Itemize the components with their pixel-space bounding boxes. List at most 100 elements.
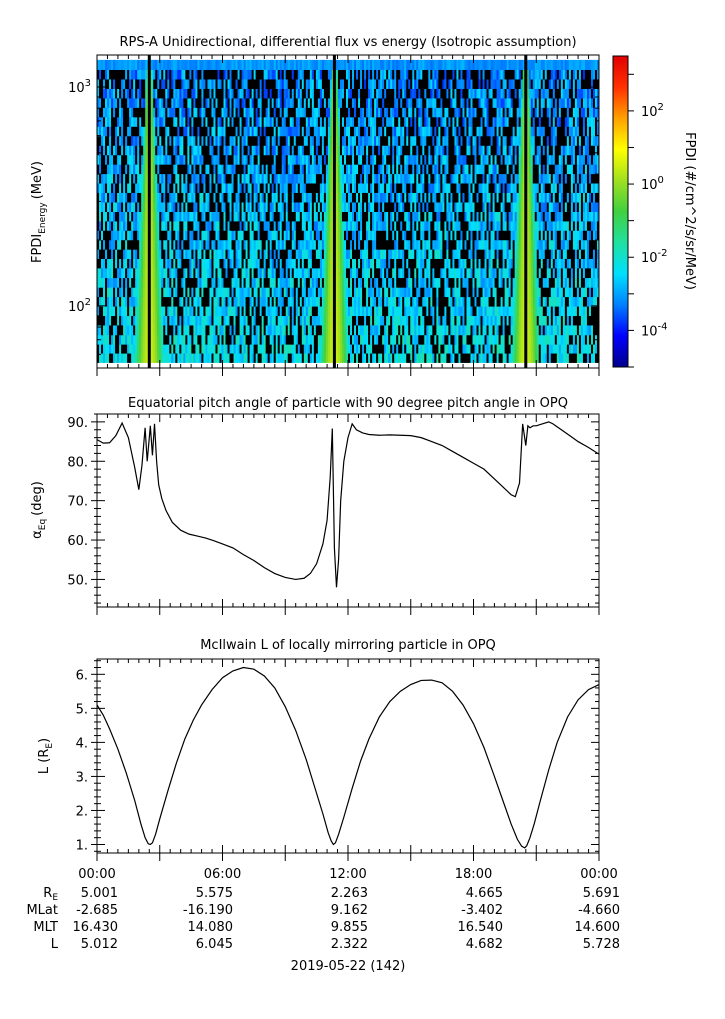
heatmap-cell [137,201,140,212]
heatmap-cell [470,249,474,259]
heatmap-cell [215,324,219,336]
heatmap-cell [596,267,599,279]
heatmap-cell [576,230,580,241]
heatmap-cell [201,277,205,288]
heatmap-cell [307,315,311,326]
heatmap-cell [460,182,464,193]
heatmap-cell [131,220,134,231]
heatmap-cell [356,211,359,222]
heatmap-cell [165,267,168,279]
heatmap-cell [476,239,480,250]
heatmap-cell [243,249,247,259]
heatmap-cell [239,287,243,298]
heatmap-cell [297,267,301,279]
heatmap-cell [209,182,213,193]
heatmap-cell [544,230,548,241]
heatmap-cell [177,287,180,298]
heatmap-cell [169,249,172,259]
heatmap-cell [410,305,413,317]
heatmap-cell [215,182,219,193]
heatmap-cell [464,315,468,326]
heatmap-cell [197,267,201,279]
heatmap-cell [478,173,482,184]
heatmap-cell [450,287,454,298]
heatmap-cell [562,277,566,288]
heatmap-cell [105,258,108,269]
heatmap-cell [167,182,170,193]
heatmap-cell [352,296,355,307]
heatmap-cell [550,239,554,250]
heatmap-cell [221,173,225,184]
heatmap-cell [380,305,383,317]
heatmap-cell [416,239,419,250]
heatmap-cell [464,220,468,231]
heatmap-cell [247,277,251,288]
heatmap-cell [321,239,325,250]
heatmap-cell [504,344,508,354]
heatmap-cell [307,220,311,231]
heatmap-cell [404,201,407,212]
heatmap-cell [321,230,325,241]
heatmap-cell [153,344,156,354]
heatmap-cell [522,277,526,288]
heatmap-cell [406,192,409,203]
heatmap-cell [303,305,307,317]
heatmap-cell [307,173,311,184]
heatmap-cell [570,267,574,279]
heatmap-cell [560,267,564,279]
heatmap-cell [309,352,313,363]
heatmap-cell [582,182,586,193]
heatmap-cell [295,192,299,203]
heatmap-cell [446,344,449,354]
heatmap-cell [143,287,146,298]
heatmap-cell [97,182,100,193]
heatmap-cell [580,220,584,231]
heatmap-cell [364,230,367,241]
heatmap-cell [530,324,534,336]
heatmap-cell [165,201,168,212]
heatmap-cell [370,249,373,259]
heatmap-cell [506,249,510,259]
heatmap-cell [426,220,429,231]
heatmap-cell [480,258,484,269]
heatmap-cell [478,192,482,203]
heatmap-cell [578,305,582,317]
heatmap-cell [392,277,395,288]
heatmap-cell [185,315,188,326]
heatmap-cell [410,249,413,259]
heatmap-cell [275,305,279,317]
heatmap-cell [257,287,261,298]
heatmap-cell [456,192,460,203]
heatmap-cell [217,173,221,184]
heatmap-cell [460,352,464,363]
heatmap-cell [410,277,413,288]
heatmap-cell [163,201,166,212]
heatmap-cell [289,277,293,288]
heatmap-cell [456,315,460,326]
heatmap-cell [366,211,369,222]
heatmap-cell [372,287,375,298]
heatmap-cell [167,230,170,241]
heatmap-cell [103,352,106,363]
heatmap-cell [341,173,345,184]
heatmap-cell [352,277,355,288]
heatmap-cell [241,258,245,269]
heatmap-cell [398,344,401,354]
heatmap-cell [404,258,407,269]
heatmap-cell [552,211,556,222]
heatmap-cell [163,173,166,184]
heatmap-cell [271,267,275,279]
heatmap-cell [496,334,500,345]
heatmap-cell [277,192,281,203]
heatmap-cell [111,324,114,336]
heatmap-cell [394,258,397,269]
heatmap-cell [530,211,534,222]
heatmap-cell [341,182,345,193]
heatmap-cell [337,230,341,241]
heatmap-cell [370,296,373,307]
heatmap-cell [370,258,373,269]
heatmap-cell [590,305,594,317]
heatmap-cell [554,267,558,279]
heatmap-cell [125,352,128,363]
heatmap-cell [171,192,174,203]
